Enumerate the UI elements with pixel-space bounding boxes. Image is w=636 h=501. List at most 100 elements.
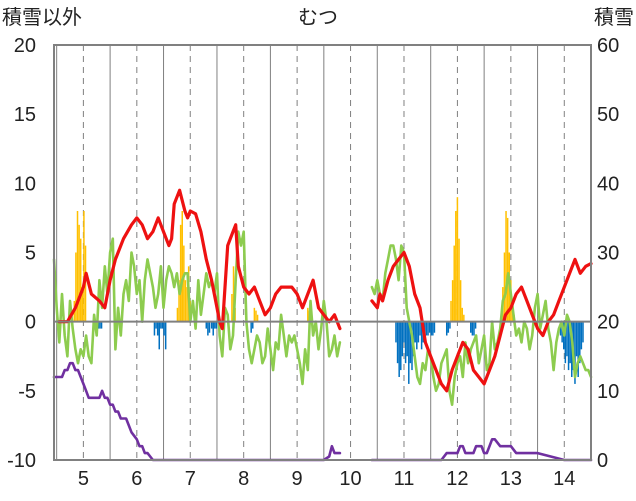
bar — [408, 321, 410, 384]
bar — [580, 321, 583, 350]
bar — [463, 314, 465, 322]
x-tick-label: 8 — [238, 468, 249, 490]
bar — [427, 321, 429, 336]
grid — [56, 45, 565, 460]
bar — [473, 321, 475, 336]
bar — [566, 321, 568, 357]
bar — [470, 321, 472, 333]
bar — [207, 321, 209, 336]
bar — [428, 321, 431, 333]
y-tick-label-left: -10 — [7, 450, 36, 472]
bar — [398, 321, 400, 377]
plot-frame — [53, 44, 592, 461]
x-tick-label: 7 — [185, 468, 196, 490]
bar — [179, 224, 182, 322]
series-line — [370, 250, 593, 393]
x-tick-label: 13 — [500, 468, 522, 490]
bar — [400, 321, 402, 371]
bar — [395, 321, 397, 343]
bar — [450, 300, 452, 322]
bar — [420, 321, 423, 350]
y-tick-label-left: -5 — [18, 381, 36, 403]
series-line — [370, 437, 593, 462]
bar — [505, 211, 507, 322]
bar — [99, 321, 101, 329]
axes — [53, 44, 592, 461]
bar — [425, 321, 428, 336]
bar — [81, 287, 84, 322]
bar — [83, 211, 85, 322]
y-tick-label-right: 40 — [597, 173, 619, 195]
x-tick-label: 12 — [446, 468, 468, 490]
bar — [163, 321, 165, 336]
bar — [215, 321, 218, 329]
y-tick-label-right: 20 — [597, 312, 619, 334]
bar — [186, 287, 188, 322]
bar — [160, 321, 162, 329]
x-tick-label: 14 — [553, 468, 575, 490]
bar — [419, 321, 421, 336]
bar — [161, 321, 164, 329]
bar — [414, 321, 416, 343]
bar — [404, 321, 407, 364]
bar — [459, 280, 462, 322]
bar — [178, 280, 180, 322]
bar — [79, 238, 82, 322]
bar — [155, 321, 157, 329]
bar — [564, 321, 567, 364]
bar — [164, 321, 167, 350]
bar — [503, 252, 506, 322]
y-tick-label-right: 10 — [597, 381, 619, 403]
bar — [156, 321, 159, 336]
bar — [210, 321, 213, 329]
bar — [181, 211, 183, 322]
bar — [461, 307, 463, 322]
bar — [559, 321, 562, 336]
bar — [78, 224, 80, 322]
bar — [208, 321, 211, 333]
bar — [406, 321, 408, 357]
bar — [574, 321, 576, 384]
bar — [569, 321, 571, 364]
y-tick-label-left: 20 — [14, 35, 36, 57]
bar — [255, 310, 257, 322]
bar — [212, 321, 214, 336]
bar — [430, 321, 432, 336]
bar — [307, 307, 309, 322]
bar — [75, 252, 77, 322]
bar — [445, 321, 448, 336]
bar — [451, 280, 454, 322]
bar — [411, 321, 413, 371]
bar — [453, 245, 455, 322]
bar — [567, 321, 570, 371]
bar — [471, 321, 474, 336]
bar — [432, 321, 434, 336]
bar — [403, 321, 405, 343]
bar — [409, 321, 412, 364]
bar — [433, 321, 436, 333]
bar — [456, 197, 459, 322]
bar — [253, 307, 256, 322]
bar — [158, 321, 161, 350]
bar — [250, 321, 252, 333]
bar — [449, 321, 451, 329]
y-tick-label-right: 50 — [597, 104, 619, 126]
bar — [417, 321, 420, 343]
series-line — [57, 188, 342, 331]
bar — [575, 321, 578, 357]
bar — [577, 321, 579, 377]
bar — [396, 321, 399, 364]
x-tick-label: 9 — [292, 468, 303, 490]
bar — [256, 314, 259, 322]
y-tick-label-left: 10 — [14, 173, 36, 195]
bar — [184, 280, 187, 322]
left-axis-label: 積雪以外 — [2, 6, 82, 29]
y-tick-label-right: 0 — [597, 450, 608, 472]
bar — [153, 321, 156, 336]
y-tick-label-right: 60 — [597, 35, 619, 57]
bar — [416, 321, 418, 350]
bar — [252, 321, 254, 329]
chart-title: むつ — [298, 7, 338, 29]
x-tick-label: 5 — [78, 468, 89, 490]
